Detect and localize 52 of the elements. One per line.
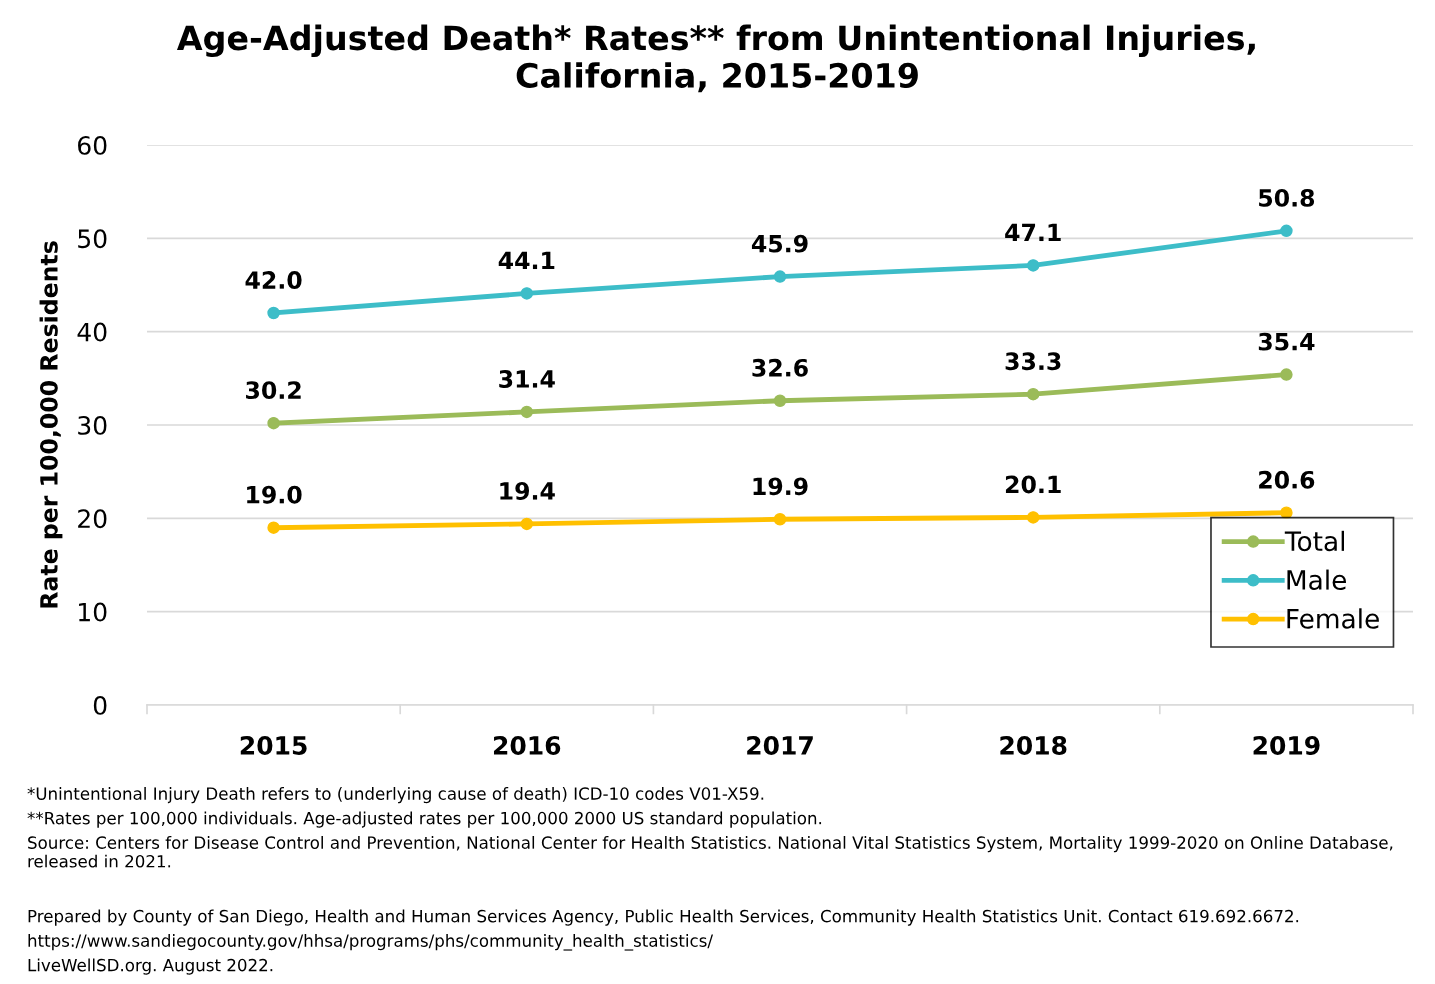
text: LiveWellSD.org. August 2022. — [28, 958, 273, 975]
text: *Unintentional Injury Death refers to (underlying cause of death) ICD-10 codes V01-X59. — [27, 787, 764, 804]
point — [520, 517, 534, 531]
point — [520, 287, 534, 300]
text: **Rates per 100,000 individuals. Age-adjusted rates per 100,000 2000 US standard population. — [27, 811, 822, 828]
source-note: Source: Centers for Disease Control and Prevention, National Center for Health Statistics. National Vital Statistics System, Mortality 1999-2020 on Online Database, released in 2021. — [28, 836, 1393, 868]
y-tick-label: 0 — [93, 695, 107, 715]
y-tick-label: 40 — [77, 322, 107, 342]
x-tick-label: 2018 — [1000, 736, 1067, 755]
data-label: 30.2 — [246, 381, 301, 400]
x-tick-label: 2017 — [747, 736, 813, 755]
point — [773, 394, 787, 407]
data-label: 35.4 — [1258, 332, 1315, 351]
legend-label: Total — [1284, 530, 1345, 552]
point — [520, 405, 534, 419]
y-tick-label: 30 — [78, 415, 107, 435]
text: https://www.sandiegocounty.gov/hhsa/programs/phs/community_health_statistics/ — [28, 934, 713, 951]
x-tick-label: 2016 — [493, 736, 561, 755]
legend-label: Male — [1287, 569, 1346, 590]
point — [1026, 511, 1040, 524]
chart-title: Age-Adjusted Death* Rates** from Unintentional Injuries, California, 2015-2019 — [176, 24, 1255, 93]
point — [1280, 224, 1293, 238]
data-label: 19.9 — [753, 477, 808, 496]
data-label: 44.1 — [498, 251, 555, 270]
data-label: 32.6 — [752, 358, 808, 377]
data-label: 19.0 — [247, 485, 302, 504]
legend-label: Female — [1287, 608, 1379, 629]
point — [267, 521, 280, 534]
text: Prepared by County of San Diego, Health and Human Services Agency, Public Health Services, Community Health Statistics Unit. Contact 619.692.6672. — [28, 909, 1299, 926]
data-label: 20.1 — [1005, 475, 1061, 494]
x-tick-label: 2019 — [1253, 736, 1320, 755]
point — [1026, 387, 1040, 401]
data-label: 45.9 — [751, 234, 808, 253]
y-tick-label: 60 — [78, 135, 107, 155]
point — [1026, 259, 1040, 272]
data-label: 19.4 — [500, 482, 555, 500]
point — [267, 416, 280, 430]
point — [267, 306, 280, 320]
point — [773, 513, 787, 526]
y-axis-title: Rate per 100,000 Residents — [39, 241, 63, 608]
point — [1280, 368, 1293, 381]
data-label: 50.8 — [1259, 188, 1315, 207]
point — [773, 270, 787, 283]
y-tick-label: 10 — [79, 602, 107, 622]
y-tick-label: 50 — [78, 229, 107, 249]
data-label: 47.1 — [1005, 223, 1061, 242]
y-tick-label: 20 — [78, 509, 107, 529]
x-tick-label: 2015 — [240, 736, 307, 755]
data-label: 20.6 — [1259, 470, 1315, 489]
data-label: 33.3 — [1005, 352, 1061, 371]
data-label: 31.4 — [499, 370, 555, 388]
data-label: 42.0 — [245, 271, 302, 289]
